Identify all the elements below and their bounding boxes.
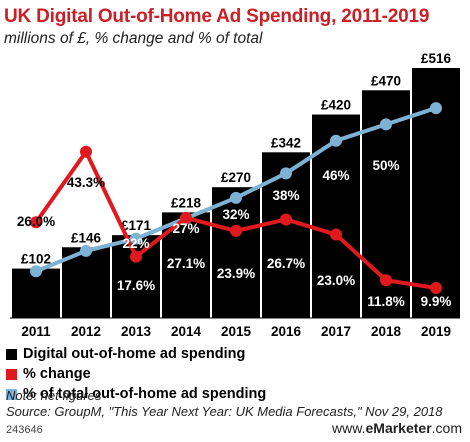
share-point-2019 [430, 102, 442, 115]
bar-label-2012: £146 [71, 230, 102, 245]
share-point-2017 [330, 134, 342, 147]
change-label-2017: 23.0% [317, 273, 355, 288]
change-point-2015 [230, 224, 242, 237]
change-point-2019 [430, 282, 442, 294]
bar-label-2011: £102 [21, 252, 51, 267]
legend-label-share: % of total out-of-home ad spending [23, 386, 267, 402]
share-label-2018: 50% [372, 158, 399, 173]
legend-label-change: % change [23, 366, 91, 382]
bar-2017 [312, 114, 360, 318]
change-label-2015: 23.9% [217, 266, 255, 281]
bar-2015 [212, 187, 260, 318]
share-point-2016 [280, 167, 292, 180]
share-label-2015: 32% [222, 207, 249, 222]
legend-swatch-spending [6, 348, 17, 360]
share-label-2014: 27% [172, 221, 199, 236]
share-point-2013 [130, 232, 142, 245]
change-label-2019: 9.9% [421, 294, 452, 309]
bar-label-2015: £270 [221, 170, 251, 185]
share-point-2012 [80, 244, 92, 257]
legend-swatch-change [6, 368, 17, 380]
change-point-2017 [330, 228, 342, 241]
bar-label-2019: £516 [421, 51, 452, 66]
chart-area: 2011 2012 2013 2014 2015 2016 2017 2018 2019 £102… [10, 51, 460, 339]
brand-suffix: .com [431, 420, 462, 436]
change-label-2013: 17.6% [117, 278, 155, 293]
brand-e: e [365, 420, 374, 436]
brand-prefix: www. [332, 420, 366, 436]
note-text: Note: net figures [6, 388, 102, 403]
bar-label-2013: £171 [121, 218, 152, 233]
x-tick-2018: 2018 [371, 324, 402, 339]
x-tick-2017: 2017 [321, 324, 351, 339]
share-point-2018 [380, 118, 392, 131]
change-label-2014: 27.1% [167, 256, 205, 271]
source-text: Source: GroupM, "This Year Next Year: UK… [6, 404, 443, 419]
brand-name: Marketer [373, 420, 432, 436]
share-label-2016: 38% [272, 188, 299, 203]
share-label-2013: 22% [122, 236, 149, 251]
legend-item-change: % change [6, 364, 266, 384]
share-label-2017: 46% [322, 168, 349, 183]
legend: Digital out-of-home ad spending % change… [6, 344, 266, 404]
change-point-2014 [180, 211, 192, 224]
chart-id: 243646 [6, 424, 43, 436]
x-tick-2014: 2014 [171, 324, 202, 339]
change-point-2018 [380, 274, 392, 287]
share-point-2011 [30, 265, 42, 278]
bar-label-2018: £470 [371, 73, 401, 88]
legend-item-share: % of total out-of-home ad spending [6, 384, 266, 404]
change-label-2018: 11.8% [367, 294, 405, 309]
x-tick-2019: 2019 [421, 324, 451, 339]
brand-logo[interactable]: www.eMarketer.com [332, 420, 462, 436]
change-label-2011: 26.0% [17, 214, 55, 229]
share-label-2012: 19% [72, 275, 99, 290]
share-label-2011: 14% [22, 289, 49, 304]
change-point-2013 [130, 250, 142, 263]
legend-label-spending: Digital out-of-home ad spending [23, 346, 246, 362]
bar-label-2014: £218 [171, 195, 202, 210]
bar-2013 [112, 235, 160, 318]
bar-label-2017: £420 [321, 98, 351, 113]
chart-title: UK Digital Out-of-Home Ad Spending, 2011… [4, 6, 430, 27]
change-point-2011 [30, 216, 42, 229]
change-point-2016 [280, 213, 292, 226]
x-tick-2016: 2016 [271, 324, 302, 339]
x-tick-2015: 2015 [221, 324, 252, 339]
change-label-2016: 26.7% [267, 256, 305, 271]
legend-swatch-share [6, 388, 17, 400]
bar-label-2016: £342 [271, 135, 301, 150]
chart-subtitle: millions of £, % change and % of total [4, 30, 263, 47]
share-point-2015 [230, 191, 242, 204]
chart-notes: Note: net figures Source: GroupM, "This … [6, 388, 443, 420]
legend-item-spending: Digital out-of-home ad spending [6, 344, 266, 364]
x-tick-2012: 2012 [71, 324, 101, 339]
x-tick-2011: 2011 [21, 324, 51, 339]
change-point-2012 [80, 145, 92, 158]
change-label-2012: 43.3% [67, 175, 105, 190]
x-tick-2013: 2013 [121, 324, 152, 339]
share-label-2019: 54% [422, 150, 449, 165]
